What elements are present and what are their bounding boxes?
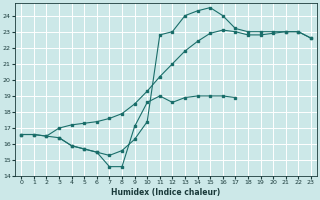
X-axis label: Humidex (Indice chaleur): Humidex (Indice chaleur) [111, 188, 221, 197]
